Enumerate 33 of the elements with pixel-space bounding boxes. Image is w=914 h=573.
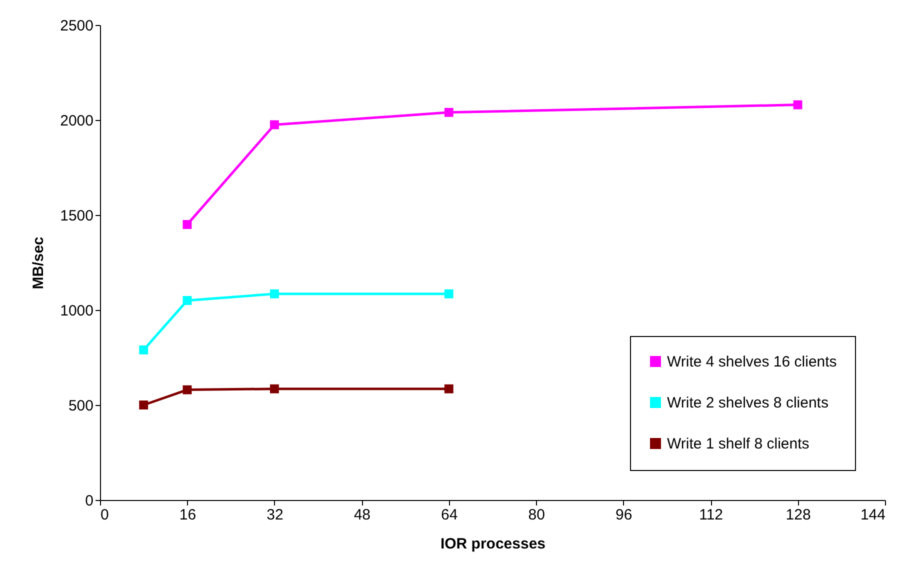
point [270,384,279,394]
point [139,345,148,354]
x-tick-label: 32 [266,506,284,524]
x-axis-title: IOR processes [440,536,546,552]
legend-label: Write 4 shelves 16 clients [667,354,837,370]
x-tick-label: 64 [441,506,458,524]
legend-label: Write 1 shelf 8 clients [667,436,810,452]
point [444,384,454,394]
x-tick-label: 112 [699,506,724,524]
y-tick-label: 0 [85,492,94,510]
y-tick-label: 1500 [60,208,94,224]
y-tick-label: 2000 [60,112,94,130]
x-tick-label: 144 [860,506,886,524]
point [182,296,192,305]
point [139,400,148,410]
x-tick-label: 80 [528,506,545,524]
x-tick-label: 96 [615,506,632,524]
x-tick-label: 0 [100,506,109,524]
point [444,108,454,117]
x-tick-label: 16 [179,506,196,524]
point [182,385,192,394]
x-tick-label: 48 [354,506,371,524]
point [182,220,192,229]
y-tick-label: 500 [68,398,94,414]
point [270,120,279,130]
y-tick-label: 1000 [60,302,94,320]
point [444,289,454,298]
point [793,100,802,110]
legend-label: Write 2 shelves 8 clients [667,394,828,412]
y-tick-label: 2500 [60,18,94,34]
point [270,289,279,298]
x-tick-label: 128 [786,506,811,524]
y-axis-title: MB/sec [30,236,48,290]
